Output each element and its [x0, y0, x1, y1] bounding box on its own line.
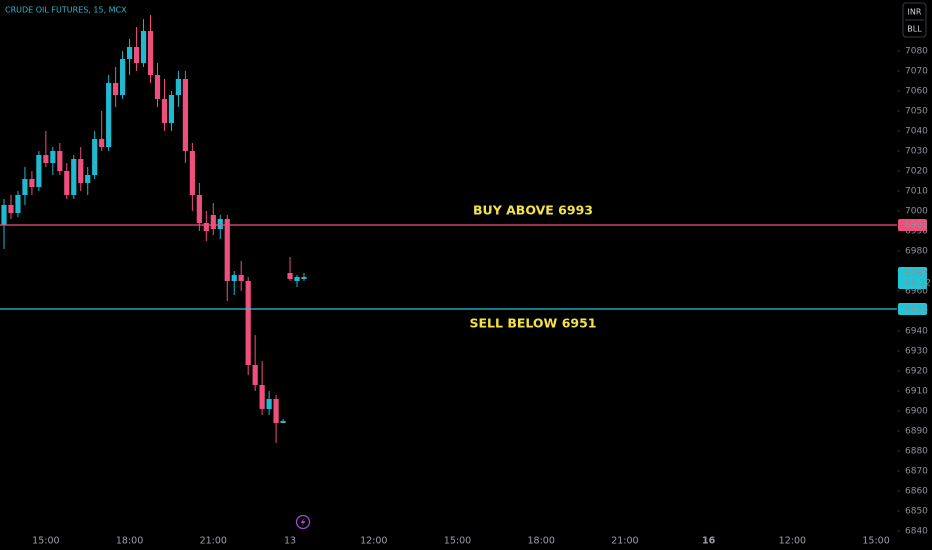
candle-body: [175, 79, 182, 95]
candle-body: [301, 277, 307, 279]
unit[interactable]: BLL: [907, 25, 922, 34]
candle-body: [57, 151, 63, 171]
candle-body: [189, 151, 195, 195]
last-price: 6967: [905, 270, 928, 280]
y-tick-label: 6890: [905, 427, 928, 437]
y-tick-label: 6880: [905, 447, 928, 457]
candle-body: [287, 273, 293, 279]
x-tick-label: 15:00: [444, 536, 471, 547]
candle-body: [126, 47, 133, 59]
candle-body: [64, 171, 70, 195]
level-tag: [898, 303, 927, 315]
y-tick-label: 6990: [905, 227, 928, 237]
y-tick-label: 7050: [905, 107, 928, 117]
lightning-icon[interactable]: [295, 514, 311, 530]
candle-body: [231, 275, 237, 281]
x-tick-label: 18:00: [528, 536, 555, 547]
candle-body: [217, 219, 223, 229]
y-tick-label: 6930: [905, 347, 928, 357]
candle-body: [133, 47, 140, 63]
candle-body: [85, 175, 91, 183]
y-tick-label: 6980: [905, 247, 928, 257]
countdown: 06:32: [905, 279, 931, 289]
candle-body: [238, 275, 244, 281]
icon-ring[interactable]: [295, 514, 311, 530]
y-tick-label: 6900: [905, 407, 928, 417]
x-tick-label: 21:00: [611, 536, 638, 547]
last-price-tag: [898, 267, 927, 289]
y-tick-label: 7020: [905, 167, 928, 177]
x-tick-label: 15:00: [32, 536, 59, 547]
candle-body: [15, 195, 21, 213]
candle-body: [259, 385, 265, 409]
candle-body: [36, 155, 42, 187]
candle-body: [78, 159, 84, 183]
y-tick-label: 6840: [905, 527, 928, 537]
candle-body: [294, 277, 300, 281]
y-tick-label: 6910: [905, 387, 928, 397]
y-tick-label: 7080: [905, 47, 928, 57]
candle-body: [210, 215, 216, 229]
y-tick-label: 6870: [905, 467, 928, 477]
y-tick-label: 6860: [905, 487, 928, 497]
candle-body: [120, 59, 126, 95]
candle-body: [161, 99, 168, 123]
candle-body: [147, 31, 154, 75]
currency-box[interactable]: INR BLL: [902, 2, 927, 38]
icon-bolt[interactable]: [300, 517, 306, 527]
candle-body: [245, 281, 251, 365]
candle-body: [266, 399, 272, 409]
level-tag-label: 6993: [905, 221, 928, 231]
candle-body: [106, 83, 112, 147]
y-tick-label: 6960: [905, 287, 928, 297]
candle-body: [50, 151, 56, 163]
candle-body: [280, 421, 286, 423]
x-tick-label: 21:00: [200, 536, 227, 547]
candle-body: [8, 205, 14, 213]
candle-body: [113, 83, 119, 95]
y-tick-label: 6940: [905, 327, 928, 337]
candle-body: [196, 195, 202, 223]
level-tag: [898, 219, 927, 231]
y-tick-label: 7070: [905, 67, 928, 77]
candle-body: [182, 79, 188, 151]
x-tick-label: 12:00: [779, 536, 806, 547]
candle-body: [203, 223, 209, 231]
candle-body: [99, 139, 105, 147]
candle-body: [43, 155, 49, 163]
y-tick-label: 7000: [905, 207, 928, 217]
x-tick-label: 12:00: [360, 536, 387, 547]
candle-body: [168, 95, 175, 123]
level-note: SELL BELOW 6951: [470, 316, 597, 331]
candle-body: [273, 399, 279, 423]
candle-body: [252, 365, 258, 385]
candle-body: [1, 205, 7, 225]
candle-body: [29, 179, 35, 187]
x-tick-label: 18:00: [116, 536, 143, 547]
candle-body: [22, 179, 28, 195]
level-note: BUY ABOVE 6993: [473, 203, 593, 218]
x-tick-label: 16: [702, 536, 716, 547]
candle-body: [224, 219, 230, 281]
x-tick-label: 13: [284, 536, 296, 547]
y-tick-label: 7040: [905, 127, 928, 137]
y-tick-label: 7060: [905, 87, 928, 97]
level-tag-label: 6951: [905, 305, 928, 315]
y-tick-label: 6850: [905, 507, 928, 517]
candle-body: [154, 75, 161, 99]
candle-body: [140, 31, 147, 63]
candle-body: [92, 139, 98, 175]
candle-body: [71, 159, 77, 195]
chart-title: CRUDE OIL FUTURES, 15, MCX: [5, 6, 127, 15]
currency[interactable]: INR: [908, 8, 922, 17]
y-tick-label: 7030: [905, 147, 928, 157]
y-tick-label: 6920: [905, 367, 928, 377]
x-tick-label: 15:00: [862, 536, 889, 547]
y-tick-label: 7010: [905, 187, 928, 197]
